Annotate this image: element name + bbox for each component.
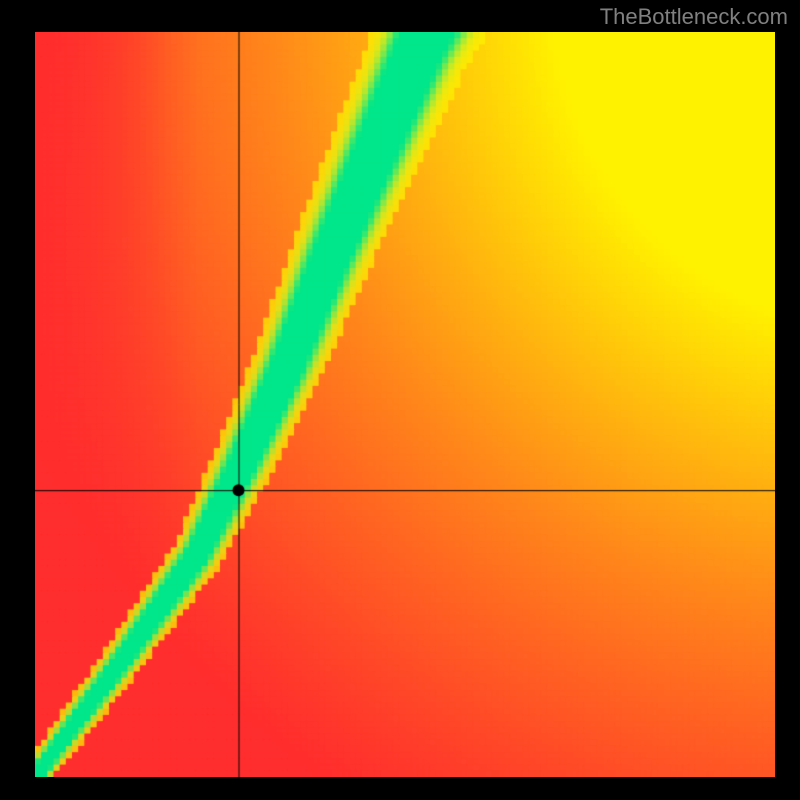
heatmap-canvas [35,32,775,777]
watermark-text: TheBottleneck.com [600,4,788,30]
chart-container: TheBottleneck.com [0,0,800,800]
heatmap-plot [35,32,775,777]
